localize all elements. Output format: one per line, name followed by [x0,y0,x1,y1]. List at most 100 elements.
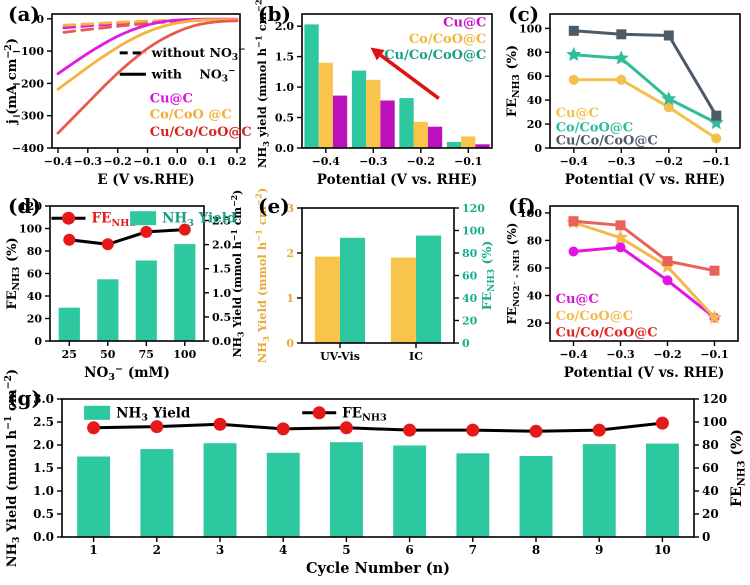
data-marker [661,91,677,106]
x-tick-label: IC [409,350,423,363]
y-tick-label: 100 [19,223,42,236]
data-marker [663,102,674,113]
series-label: Cu/Co/CoO@C [556,134,658,149]
x-tick-label: 0.0 [168,155,187,168]
bar [390,257,416,343]
y-tick-label: −200 [12,77,45,90]
bar [140,449,174,537]
bar [461,136,476,148]
legend-marker [62,211,75,225]
bar [456,453,490,537]
y-tick-label: 80 [27,245,43,258]
y-tick-label: 120 [19,200,42,213]
annotation-arrow-head [370,47,385,61]
y2-axis-label: NH3 Yield (mmol h−1 cm−2) [230,190,246,358]
x-tick-label: 0.1 [198,155,217,168]
y2-tick-label: 100 [462,225,485,238]
x-tick-label: 6 [405,543,413,557]
y2-tick-label: 80 [462,247,478,260]
series-line [573,219,715,273]
x-tick-label: 75 [139,348,154,361]
x-tick-label: 50 [100,348,116,361]
plot-frame [51,13,241,149]
y-tick-label: 0.5 [275,112,294,125]
x-tick-label: 100 [173,348,196,361]
series-label: Cu@C [150,91,193,106]
data-marker [466,423,480,437]
legend-label: FENH3 [92,211,137,229]
x-axis-label: Cycle Number (n) [306,560,450,577]
bar [340,237,366,343]
y-tick-label: 60 [527,70,543,83]
y-tick-label: 0.5 [33,507,54,521]
y2-tick-label: 0 [702,530,710,544]
series-line [573,245,716,319]
data-marker [568,74,579,85]
data-marker [707,309,722,324]
y2-tick-label: 100 [702,415,727,429]
x-axis-label: E (V vs.RHE) [97,172,194,188]
legend-label: FENH3 [342,405,387,423]
y-tick-label: 0 [286,337,294,350]
y-tick-label: 40 [527,94,543,107]
bar [97,279,119,341]
data-marker [616,29,627,40]
x-tick-label: 1 [89,543,97,557]
y-tick-label: 0.0 [33,530,54,544]
panel-label-f: (f) [508,194,536,218]
legend-label: NH3 Yield [116,405,191,423]
y-tick-label: 0 [534,142,542,155]
series-label: Cu/Co/CoO@C [556,325,658,340]
legend-swatch [84,405,111,420]
bar [399,98,414,148]
data-marker [339,421,353,435]
x-tick-label: −0.3 [359,155,387,168]
data-marker [616,74,627,85]
series-line [573,78,718,140]
x-tick-label: −0.2 [103,155,131,168]
y2-tick-label: 2.5 [212,214,231,227]
y-axis-label: FENO2⁻ - NH3 (%) [505,223,522,325]
x-axis-label: NO3− (mM) [84,364,170,383]
bar [330,442,363,537]
y-axis-label: FENH3 (%) [505,45,522,117]
y2-tick-label: 120 [462,202,485,215]
y-tick-label: 60 [527,262,543,275]
x-tick-label: −0.3 [606,348,634,361]
y-tick-label: 100 [519,22,542,35]
y-tick-label: 3.0 [33,392,54,406]
series-label: Cu/Co/CoO@C [150,125,252,140]
y2-tick-label: 40 [702,484,719,498]
data-marker [663,30,674,41]
legend-label: NH3 Yield [162,211,237,229]
bar [314,256,340,343]
y-tick-label: 1.0 [275,81,294,94]
panel-label-d: (d) [8,194,41,218]
x-tick-label: −0.3 [74,155,102,168]
bar [475,144,490,148]
y-tick-label: 40 [27,290,43,303]
y-tick-label: 2.0 [275,20,294,33]
y2-axis-label: FENH3 (%) [479,241,497,310]
y2-tick-label: 0.0 [212,335,231,348]
x-tick-label: −0.3 [607,155,635,168]
bar [77,456,111,537]
y-tick-label: 0 [36,13,44,26]
series-label: Co/CoO @C [150,108,232,123]
panel-f-chart: −0.4 −0.3 −0.2 −0.1 20 40 60 80 100 Potential (V … [505,205,739,381]
data-marker [150,420,164,434]
series-label: Co/CoO@C [556,309,633,324]
y-tick-label: 1.5 [275,51,294,64]
x-tick-label: 8 [532,543,540,557]
x-tick-label: 4 [279,543,287,557]
y2-tick-label: 0 [462,337,470,350]
legend-swatch [130,211,157,226]
y-tick-label: 2.0 [33,438,54,452]
y-tick-label: −300 [12,110,45,123]
y2-tick-label: 60 [462,270,478,283]
y2-tick-label: 40 [462,292,478,305]
annotation-arrow [379,53,440,100]
legend-label: without NO3− [151,45,246,63]
data-marker [613,229,628,244]
bar [413,121,428,148]
